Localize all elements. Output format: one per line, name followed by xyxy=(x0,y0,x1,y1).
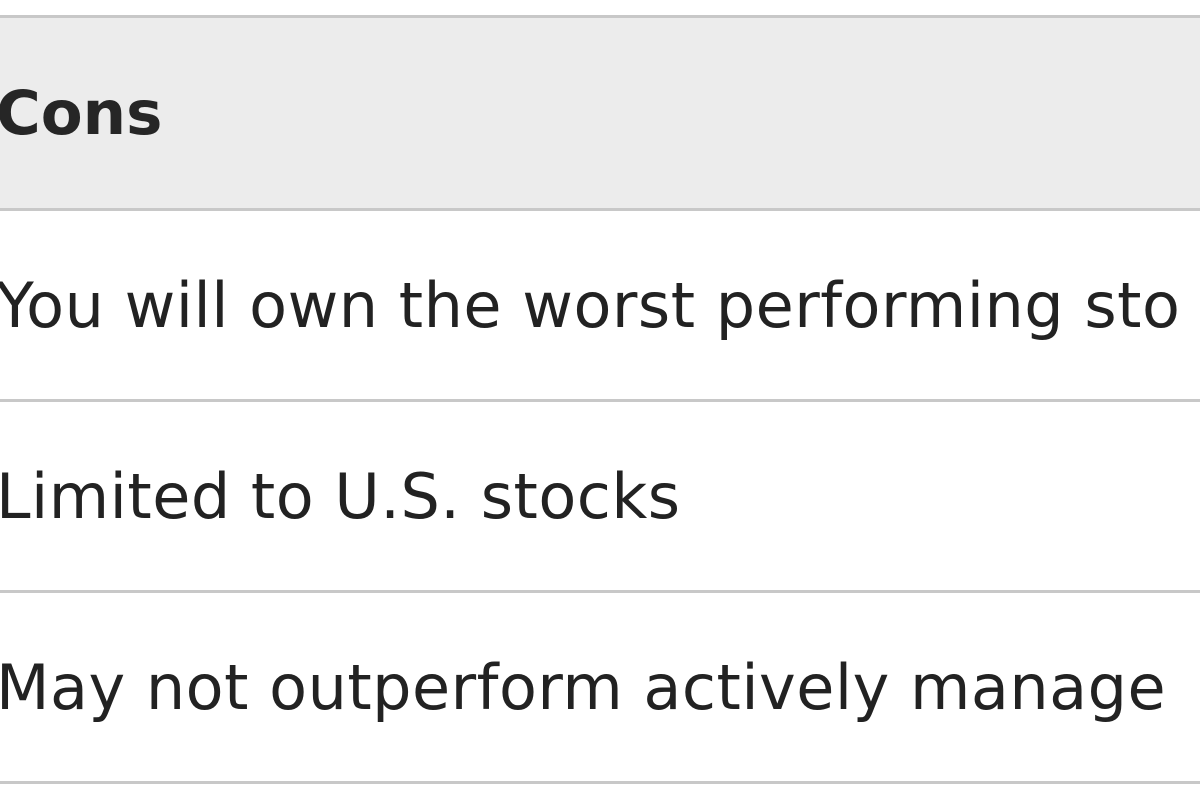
column-header-cons: Cons xyxy=(0,77,163,149)
table-row: You will own the worst performing sto xyxy=(0,211,1200,402)
table-cell: Limited to U.S. stocks xyxy=(0,459,681,533)
table-cell: May not outperform actively manage xyxy=(0,650,1167,724)
table-cell: You will own the worst performing sto xyxy=(0,268,1181,342)
table-row: May not outperform actively manage xyxy=(0,593,1200,784)
table-top-border xyxy=(0,15,1200,18)
table-row: Limited to U.S. stocks xyxy=(0,402,1200,593)
table-header-row: Cons xyxy=(0,18,1200,211)
